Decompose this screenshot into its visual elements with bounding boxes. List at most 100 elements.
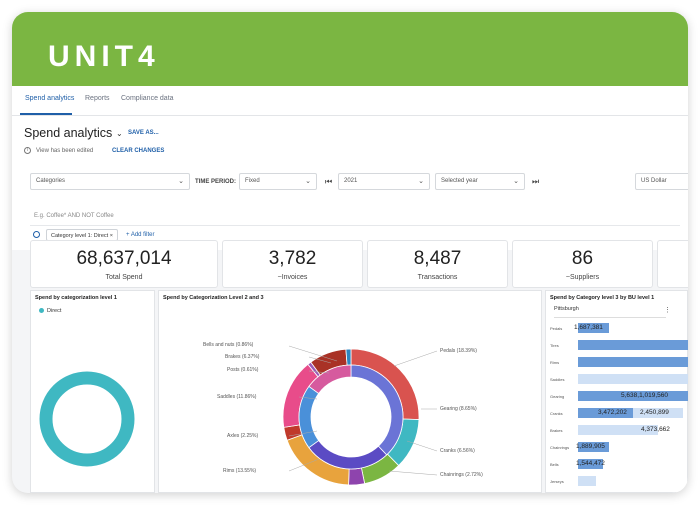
- donut-chart: [39, 371, 135, 467]
- bar-label: Gearing: [550, 394, 565, 399]
- categories-dropdown[interactable]: Categories ⌄: [30, 173, 190, 190]
- search-input[interactable]: E.g. Coffee* AND NOT Coffee: [34, 213, 114, 219]
- filter-icon: [33, 231, 40, 238]
- bar[interactable]: [578, 442, 609, 452]
- legend-item[interactable]: Direct: [39, 308, 61, 314]
- bar[interactable]: [578, 476, 596, 486]
- slice-label: Posts (0.61%): [227, 367, 259, 373]
- bar[interactable]: [633, 408, 683, 418]
- skip-forward-icon[interactable]: ⏭: [532, 177, 540, 186]
- sunburst-slice-bells-and-nuts[interactable]: [345, 348, 352, 366]
- slice-label: Axles (2.25%): [227, 433, 259, 439]
- categories-value: Categories: [36, 178, 66, 184]
- bar-label: Tires: [550, 343, 559, 348]
- legend-dot: [39, 308, 44, 314]
- bar-label: Bells: [550, 462, 559, 467]
- slice-label: Cranks (6.56%): [440, 448, 475, 454]
- bar[interactable]: [578, 374, 688, 384]
- bar[interactable]: [578, 340, 688, 350]
- edited-note: View has been edited: [36, 148, 94, 154]
- tab-compliance-data[interactable]: Compliance data: [121, 95, 174, 102]
- leader-line: [406, 440, 438, 452]
- page-title: Spend analytics: [24, 126, 113, 140]
- title-row: Spend analytics ⌄ SAVE AS... i View has …: [12, 116, 688, 154]
- bar-label: Saddles: [550, 377, 565, 382]
- donut-ring[interactable]: [39, 371, 135, 467]
- bar-label: Brakes: [550, 428, 563, 433]
- kpi-value: 8,487: [413, 248, 462, 269]
- leader-line: [308, 356, 332, 364]
- bar[interactable]: [578, 408, 633, 418]
- bar-value: 1,544,472: [576, 460, 605, 467]
- bar-value: 3,472,202: [598, 409, 627, 416]
- unit4-logo: UNIT4: [48, 40, 160, 73]
- chevron-down-icon: ⌄: [305, 178, 311, 185]
- leader-line: [298, 396, 318, 400]
- time-period-dropdown[interactable]: Fixed ⌄: [239, 173, 317, 190]
- chevron-down-icon[interactable]: ⌄: [116, 129, 123, 138]
- clear-changes-button[interactable]: CLEAR CHANGES: [112, 148, 165, 154]
- bar-label: Cranks: [550, 411, 563, 416]
- bar-value: 1,687,381: [574, 324, 603, 331]
- sunburst-slice-chainrings[interactable]: [348, 467, 366, 486]
- kpi-card-partial: [657, 240, 688, 288]
- tab-reports[interactable]: Reports: [85, 95, 110, 102]
- kpi-card-transactions: 8,487 Transactions: [367, 240, 508, 288]
- kpi-label: ~Invoices: [277, 274, 308, 281]
- active-tab-indicator: [20, 113, 72, 115]
- slice-label: Brakes (6.37%): [225, 354, 260, 360]
- panel-level23: Spend by Categorization Level 2 and 3 Be…: [158, 290, 542, 493]
- slice-label: Chainrings (2.72%): [440, 472, 483, 478]
- bar-value: 2,450,899: [640, 409, 669, 416]
- currency-dropdown[interactable]: US Dollar: [635, 173, 688, 190]
- save-as-button[interactable]: SAVE AS...: [128, 130, 159, 136]
- kpi-value: 3,782: [268, 248, 317, 269]
- bar[interactable]: [578, 391, 688, 401]
- more-icon[interactable]: ⋮: [664, 307, 671, 314]
- close-icon[interactable]: ×: [109, 233, 113, 239]
- bar-label: Pedals: [550, 326, 563, 331]
- info-icon: i: [24, 147, 31, 154]
- panel-level1: Spend by categorization level 1 Direct: [30, 290, 155, 493]
- bar[interactable]: [578, 323, 609, 333]
- panel-title: Spend by categorization level 1: [35, 295, 117, 301]
- top-nav: Spend analytics Reports Compliance data: [12, 86, 688, 116]
- brand-bar: UNIT4: [12, 12, 688, 86]
- tab-spend-analytics[interactable]: Spend analytics: [25, 95, 75, 102]
- filter-chip-label: Category level 1: Direct: [51, 233, 109, 239]
- bar[interactable]: [578, 357, 688, 367]
- kpi-label: Total Spend: [105, 274, 143, 281]
- add-filter-button[interactable]: + Add filter: [126, 232, 155, 238]
- selected-year-dropdown[interactable]: Selected year ⌄: [435, 173, 525, 190]
- slice-label: Bells and nuts (0.86%): [203, 342, 254, 348]
- chevron-down-icon: ⌄: [178, 178, 184, 185]
- bu-dropdown[interactable]: Pittsburgh: [554, 306, 666, 318]
- kpi-value: 86: [571, 248, 594, 269]
- legend-label: Direct: [47, 308, 62, 314]
- leader-line: [288, 430, 318, 437]
- slice-label: Saddles (11.86%): [217, 394, 257, 400]
- year-dropdown[interactable]: 2021 ⌄: [338, 173, 430, 190]
- panel-title: Spend by Categorization Level 2 and 3: [163, 295, 264, 301]
- kpi-card-invoices: 3,782 ~Invoices: [222, 240, 363, 288]
- sunburst-chart: [282, 345, 438, 486]
- chevron-down-icon: ⌄: [418, 178, 424, 185]
- leader-line: [288, 345, 338, 362]
- bar-label: Jerseys: [550, 479, 564, 484]
- sunburst-inner-slice[interactable]: [308, 364, 352, 395]
- filter-area: Categories ⌄ TIME PERIOD: Fixed ⌄ ⏮ 2021…: [12, 154, 688, 250]
- kpi-card-suppliers: 86 ~Suppliers: [512, 240, 653, 288]
- leader-line: [388, 470, 438, 476]
- bar[interactable]: [578, 459, 603, 469]
- selected-year-value: Selected year: [441, 178, 478, 184]
- bar-label: Chainrings: [550, 445, 570, 450]
- slice-label: Rims (13.55%): [223, 468, 257, 474]
- bar[interactable]: [578, 425, 658, 435]
- search-underline: [30, 225, 680, 226]
- leader-line: [308, 370, 330, 374]
- bar-value: 1,889,905: [576, 443, 605, 450]
- skip-back-icon[interactable]: ⏮: [325, 177, 333, 186]
- panel-title: Spend by Category level 3 by BU level 1: [550, 295, 655, 301]
- slice-label: Gearing (8.65%): [440, 406, 477, 412]
- app-window: UNIT4 Spend analytics Reports Compliance…: [12, 12, 688, 493]
